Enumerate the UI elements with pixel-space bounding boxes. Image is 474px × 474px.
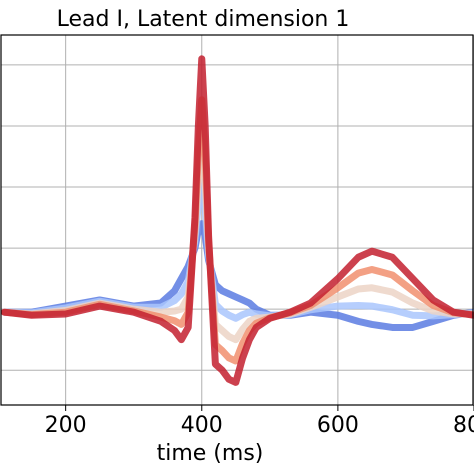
- series-line: [0, 137, 474, 344]
- plot-frame: [0, 34, 474, 406]
- x-tick-label: 200: [45, 413, 87, 438]
- x-tick-label: 400: [181, 413, 223, 438]
- series-line: [0, 220, 474, 331]
- x-tick-label: 800: [453, 413, 474, 438]
- chart-title: Lead I, Latent dimension 1: [57, 7, 350, 32]
- series-line: [0, 96, 474, 365]
- series-line: [0, 55, 474, 386]
- series-line: [0, 178, 474, 322]
- x-tick-label: 600: [317, 413, 359, 438]
- x-axis-label: time (ms): [157, 441, 264, 466]
